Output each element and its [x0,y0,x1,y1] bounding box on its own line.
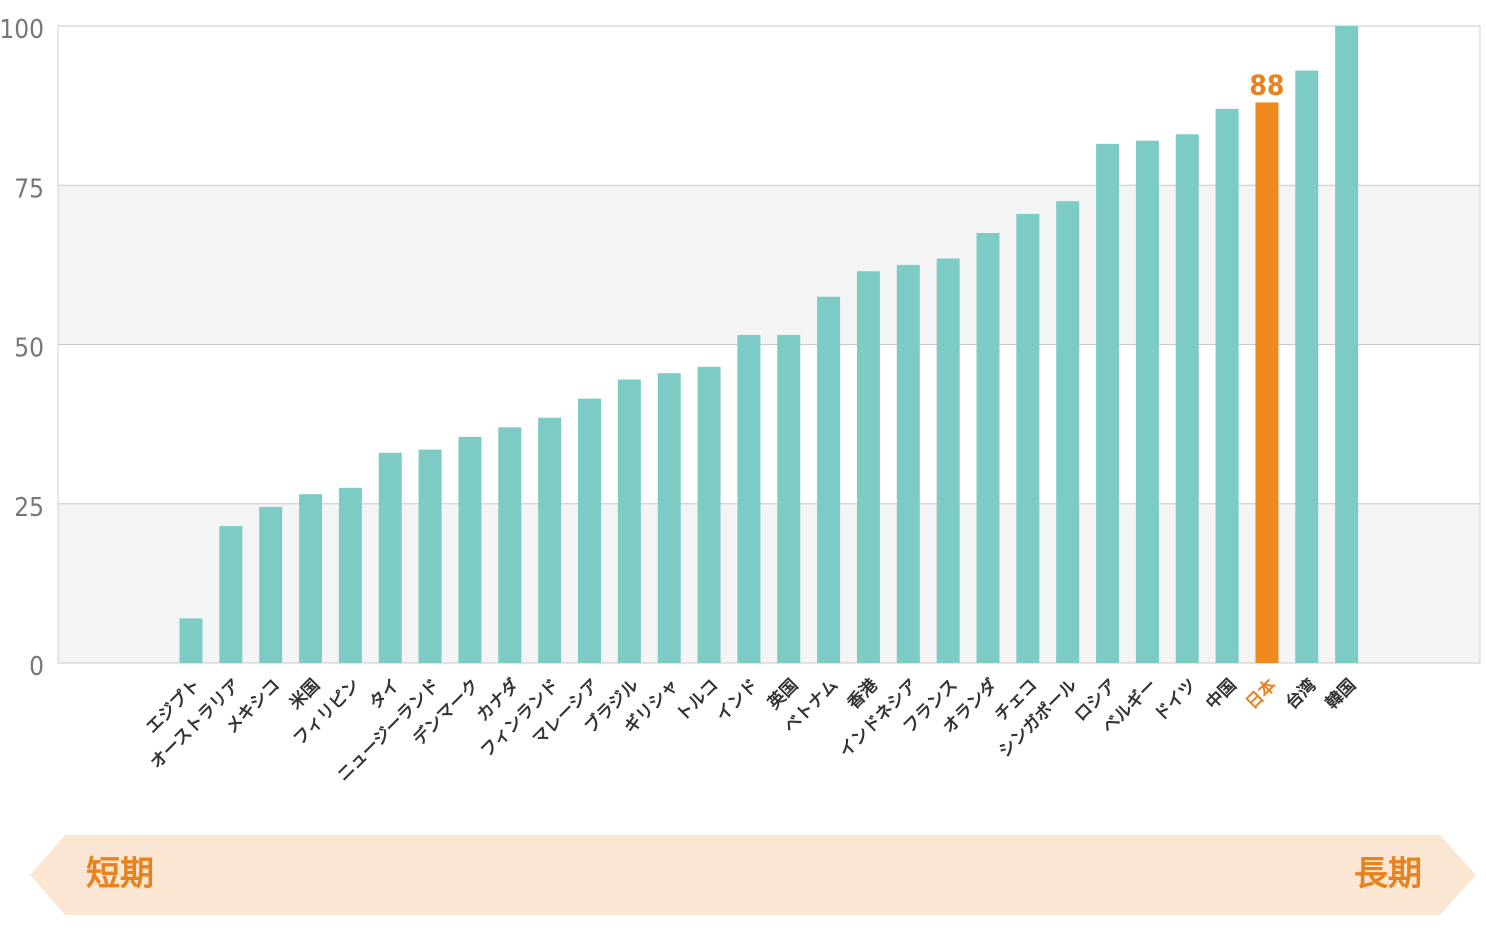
bar-highlight [1255,102,1279,663]
y-tick-label: 0 [29,652,44,682]
grid-band [58,503,1480,663]
y-tick-label: 75 [14,174,44,204]
x-tick-label: トルコ [673,675,723,725]
period-arrow [30,835,1476,915]
bar [936,258,960,663]
bar [617,379,641,663]
long-term-label: 長期 [1354,854,1422,894]
bar [458,436,482,663]
bar [976,233,1000,663]
bar [1335,26,1359,663]
bar [1096,143,1120,664]
x-tick-label: ドイツ [1151,675,1201,725]
data-label: 88 [1249,68,1284,101]
bar [378,452,402,663]
x-tick-label: 韓国 [1321,675,1360,714]
bar [1295,70,1319,664]
bar [538,417,562,663]
x-tick-label: 台湾 [1281,675,1320,714]
bar [896,264,920,663]
bar [338,487,362,663]
bar [697,366,721,663]
period-arrow-shape [30,835,1476,915]
bar [737,334,761,663]
bar [578,398,601,663]
bar [817,296,841,663]
x-tick-label: 中国 [1202,675,1241,714]
bar [498,427,522,663]
bar [299,494,323,663]
grid-band [58,185,1480,345]
bar [1056,201,1080,664]
x-tick-label: インド [712,675,762,725]
short-term-label: 短期 [86,854,154,894]
y-tick-label: 100 [0,15,44,45]
bar [1215,108,1239,663]
bar [1175,134,1199,664]
bar [1016,213,1040,664]
bar [657,373,681,663]
bar [856,271,880,663]
x-tick-label: 日本 [1242,675,1281,714]
bar [219,526,243,663]
bar [179,618,203,663]
y-tick-label: 25 [14,493,44,523]
y-tick-label: 50 [14,334,44,364]
bar [259,506,283,663]
bar [1135,140,1159,663]
bar [777,334,801,663]
bar [418,449,442,663]
